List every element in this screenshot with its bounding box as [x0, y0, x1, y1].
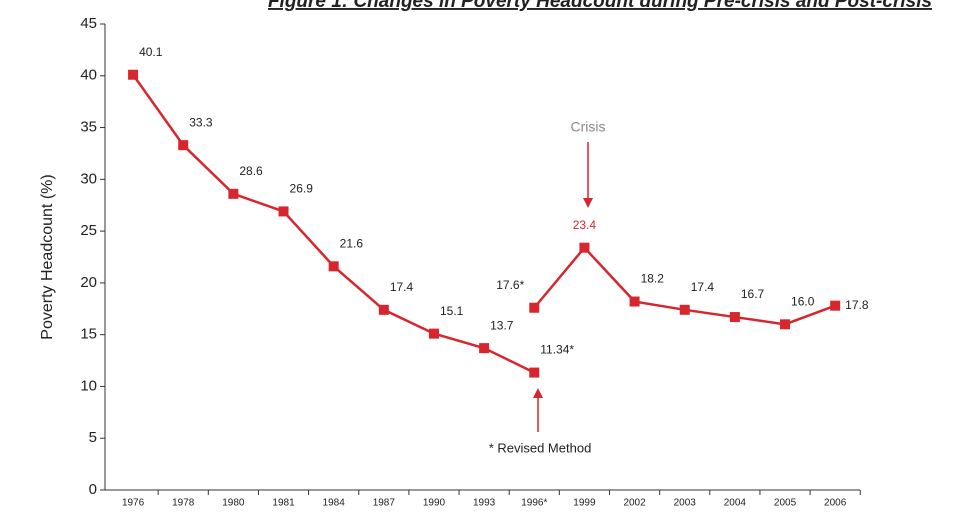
arrow-head [533, 388, 543, 398]
y-tick-label: 35 [80, 119, 97, 136]
data-label: 23.4 [573, 218, 597, 232]
x-tick-label: 1981 [272, 498, 295, 509]
marker [178, 140, 189, 151]
marker [679, 304, 690, 315]
marker [378, 304, 389, 315]
marker [479, 343, 490, 354]
data-label: 17.4 [390, 280, 414, 294]
marker [579, 242, 590, 253]
data-label: 33.3 [189, 115, 213, 129]
y-tick-label: 5 [89, 429, 97, 446]
marker [729, 312, 740, 323]
marker [529, 302, 540, 313]
x-tick-label: 2005 [774, 498, 797, 509]
data-label: 11.34* [540, 343, 574, 357]
x-tick-label: 1987 [373, 498, 396, 509]
x-tick-label: 2003 [674, 498, 697, 509]
data-label: 16.7 [741, 287, 765, 301]
x-tick-label: 1999 [573, 498, 596, 509]
marker [128, 69, 139, 80]
data-label: 17.4 [691, 280, 715, 294]
x-tick-label: 1990 [423, 498, 446, 509]
data-label: 17.6* [496, 278, 524, 292]
marker [278, 206, 289, 217]
x-tick-label: 1976 [122, 498, 145, 509]
marker [328, 261, 339, 272]
x-tick-label: 1978 [172, 498, 195, 509]
data-label: 26.9 [290, 182, 314, 196]
y-tick-label: 45 [80, 15, 97, 32]
y-tick-label: 30 [80, 170, 97, 187]
marker [228, 188, 239, 199]
x-tick-label: 1980 [222, 498, 245, 509]
data-label: 13.7 [490, 318, 514, 332]
y-tick-label: 25 [80, 222, 97, 239]
marker [629, 296, 640, 307]
x-tick-label: 2002 [623, 498, 646, 509]
annotation: Crisis [571, 119, 606, 135]
data-label: 21.6 [340, 236, 364, 250]
data-label: 17.8 [845, 298, 869, 312]
x-tick-label: 1993 [473, 498, 496, 509]
y-axis-label: Poverty Headcount (%) [39, 174, 56, 339]
arrow-head [583, 198, 593, 208]
marker [529, 367, 540, 378]
x-tick-label: 2004 [724, 498, 747, 509]
y-tick-label: 10 [80, 377, 97, 394]
data-label: 15.1 [440, 304, 464, 318]
y-tick-label: 0 [89, 481, 97, 498]
marker [428, 328, 439, 339]
marker [830, 300, 841, 311]
data-label: 18.2 [641, 272, 665, 286]
data-label: 28.6 [239, 164, 263, 178]
marker [780, 319, 791, 330]
annotation: * Revised Method [489, 440, 592, 455]
data-label: 16.0 [791, 294, 815, 308]
y-tick-label: 15 [80, 326, 97, 343]
x-tick-label: 1984 [323, 498, 346, 509]
y-tick-label: 40 [80, 67, 97, 84]
x-tick-label: 2006 [824, 498, 847, 509]
data-label: 40.1 [139, 45, 163, 59]
y-tick-label: 20 [80, 274, 97, 291]
chart-title: Figure 1: Changes in Poverty Headcount d… [268, 0, 932, 12]
x-tick-label: 1996* [521, 498, 547, 509]
